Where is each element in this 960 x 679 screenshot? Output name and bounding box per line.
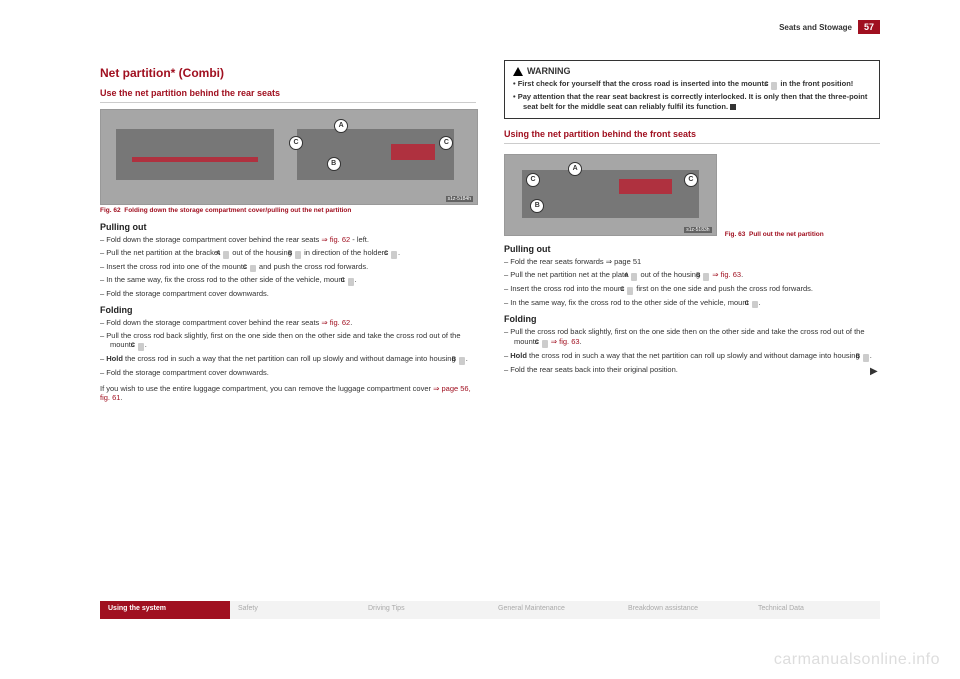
fig63-label: Fig. 63 — [725, 231, 746, 238]
fig62-detail — [391, 144, 435, 160]
nav-safety[interactable]: Safety — [230, 601, 360, 619]
list-item: Pull the cross rod back slightly, first … — [100, 331, 476, 352]
right-pulling-heading: Pulling out — [504, 244, 880, 254]
right-subtitle: Using the net partition behind the front… — [504, 129, 880, 144]
nav-using-system[interactable]: Using the system — [100, 601, 230, 619]
figure-63-row: A B C C s1z-5183h Fig. 63 Pull out the n… — [504, 150, 880, 238]
list-item: Fold the rear seats back into their orig… — [504, 365, 880, 375]
list-item: Fold the rear seats forwards ⇒ page 51 — [504, 257, 880, 267]
list-item: Pull the net partition net at the plate … — [504, 270, 880, 281]
list-item: Fold down the storage compartment cover … — [100, 318, 476, 328]
right-folding-list: Pull the cross rod back slightly, first … — [504, 327, 880, 374]
figure-63: A B C C s1z-5183h — [504, 154, 717, 236]
callout-c1: C — [526, 173, 540, 187]
callout-b: B — [327, 157, 341, 171]
warning-box: WARNING First check for yourself that th… — [504, 60, 880, 119]
two-column-layout: Net partition* (Combi) Use the net parti… — [100, 60, 880, 409]
list-item: Pull the cross rod back slightly, first … — [504, 327, 880, 348]
list-item: Pay attention that the rear seat backres… — [513, 92, 871, 112]
fig62-panel-right — [297, 129, 455, 181]
running-header: Seats and Stowage 57 — [779, 20, 880, 34]
nav-driving-tips[interactable]: Driving Tips — [360, 601, 490, 619]
right-pulling-list: Fold the rear seats forwards ⇒ page 51 P… — [504, 257, 880, 308]
fig63-panel — [522, 170, 699, 218]
callout-c2: C — [684, 173, 698, 187]
warning-label: WARNING — [527, 66, 571, 76]
list-item: Fold down the storage compartment cover … — [100, 235, 476, 245]
list-item: Hold the cross rod in such a way that th… — [100, 354, 476, 365]
bottom-nav: Using the system Safety Driving Tips Gen… — [100, 601, 880, 619]
warning-list: First check for yourself that the cross … — [513, 79, 871, 111]
list-item: Pull the net partition at the bracket A … — [100, 248, 476, 259]
fig63-text: Pull out the net partition — [749, 231, 824, 238]
fig62-caption: Fig. 62 Folding down the storage compart… — [100, 207, 476, 214]
list-item: In the same way, fix the cross rod to th… — [100, 275, 476, 286]
end-marker — [730, 104, 736, 110]
fig62-label: Fig. 62 — [100, 207, 121, 214]
list-item: Insert the cross rod into the mount C fi… — [504, 284, 880, 295]
right-column: WARNING First check for yourself that th… — [504, 60, 880, 409]
section-name: Seats and Stowage — [779, 23, 852, 32]
left-pulling-heading: Pulling out — [100, 222, 476, 232]
left-folding-list: Fold down the storage compartment cover … — [100, 318, 476, 378]
fig62-id: s1z-5184h — [446, 196, 473, 202]
main-title: Net partition* (Combi) — [100, 66, 476, 80]
warning-icon — [513, 67, 523, 76]
page-content: Seats and Stowage 57 Net partition* (Com… — [0, 0, 960, 409]
list-item: Insert the cross rod into one of the mou… — [100, 262, 476, 273]
left-column: Net partition* (Combi) Use the net parti… — [100, 60, 476, 409]
fig63-id: s1z-5183h — [684, 227, 711, 233]
list-item: Fold the storage compartment cover downw… — [100, 368, 476, 378]
list-item: Fold the storage compartment cover downw… — [100, 289, 476, 299]
list-item: First check for yourself that the cross … — [513, 79, 871, 90]
left-pulling-list: Fold down the storage compartment cover … — [100, 235, 476, 299]
nav-general-maintenance[interactable]: General Maintenance — [490, 601, 620, 619]
left-subtitle: Use the net partition behind the rear se… — [100, 88, 476, 103]
fig63-detail — [619, 179, 672, 193]
callout-a: A — [568, 162, 582, 176]
left-folding-heading: Folding — [100, 305, 476, 315]
list-item: In the same way, fix the cross rod to th… — [504, 298, 880, 309]
list-item: Hold the cross rod in such a way that th… — [504, 351, 880, 362]
figure-62: A B C C s1z-5184h — [100, 109, 478, 205]
right-folding-heading: Folding — [504, 314, 880, 324]
fig62-text: Folding down the storage compartment cov… — [124, 207, 351, 214]
page-number: 57 — [858, 20, 880, 34]
fig62-panel-left — [116, 129, 274, 181]
nav-technical-data[interactable]: Technical Data — [750, 601, 880, 619]
left-note: If you wish to use the entire luggage co… — [100, 384, 476, 404]
warning-title: WARNING — [513, 66, 871, 76]
watermark: carmanualsonline.info — [774, 651, 940, 669]
nav-breakdown[interactable]: Breakdown assistance — [620, 601, 750, 619]
fig62-arrow — [132, 157, 258, 162]
fig63-caption: Fig. 63 Pull out the net partition — [719, 231, 868, 238]
